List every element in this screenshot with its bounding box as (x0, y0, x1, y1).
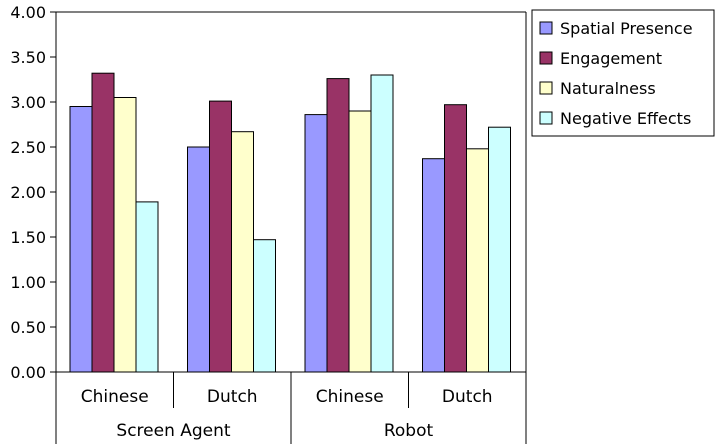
bar-naturalness (231, 131, 254, 373)
bar-spatial-presence (187, 146, 210, 373)
y-tick-label: 4.00 (10, 3, 46, 22)
bar-spatial-presence (422, 158, 445, 373)
y-tick-label: 0.50 (10, 318, 46, 337)
group-label: Robot (384, 421, 434, 441)
bar-engagement (444, 104, 467, 373)
legend-label: Naturalness (560, 79, 656, 98)
group-label: Screen Agent (116, 421, 231, 441)
y-tick-label: 3.00 (10, 93, 46, 112)
axes: 0.00 0.50 1.00 1.50 2.00 2.50 3.00 3.50 4.00 Chin… (10, 3, 527, 444)
category-label: Dutch (207, 387, 258, 407)
y-tick-label: 3.50 (10, 48, 46, 67)
y-tick-label: 1.50 (10, 228, 46, 247)
bar-negative-effects (370, 74, 394, 373)
bar-engagement (326, 78, 350, 373)
legend-label: Engagement (560, 49, 662, 68)
y-tick-label: 2.50 (10, 138, 46, 157)
bar-naturalness (113, 97, 137, 373)
bar-naturalness (348, 110, 372, 373)
bar-spatial-presence (304, 114, 328, 373)
legend-label: Negative Effects (560, 109, 691, 128)
bar-negative-effects (488, 126, 511, 373)
category-label: Chinese (316, 387, 384, 407)
legend-box (531, 9, 715, 137)
category-label: Dutch (442, 387, 493, 407)
bar-negative-effects (253, 239, 276, 373)
y-tick-label: 0.00 (10, 363, 46, 382)
legend-swatch (539, 21, 553, 35)
category-label: Chinese (81, 387, 149, 407)
legend: Spatial Presence Engagement Naturalness Neg… (531, 9, 715, 137)
y-tick-label: 1.00 (10, 273, 46, 292)
bar-negative-effects (135, 201, 159, 373)
legend-label: Spatial Presence (560, 19, 693, 38)
bar-spatial-presence (69, 106, 93, 373)
legend-swatch (539, 51, 553, 65)
legend-swatch (539, 111, 553, 125)
bars (69, 72, 511, 373)
y-tick-label: 2.00 (10, 183, 46, 202)
bar-engagement (209, 100, 232, 373)
legend-swatch (539, 81, 553, 95)
bar-naturalness (466, 148, 489, 373)
bar-engagement (91, 72, 115, 373)
